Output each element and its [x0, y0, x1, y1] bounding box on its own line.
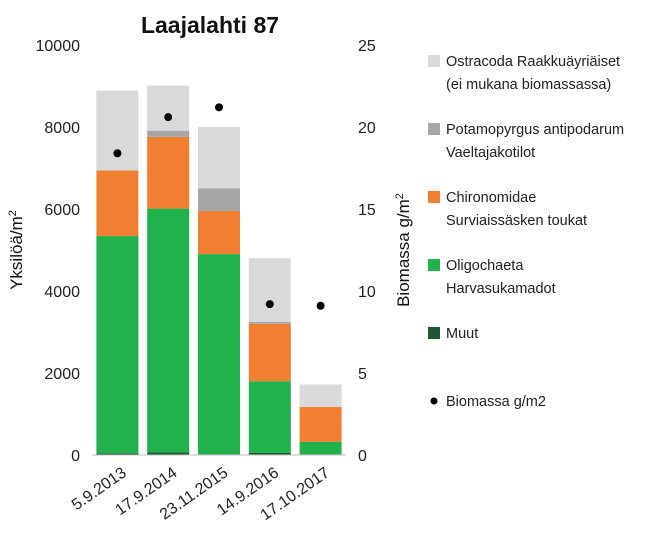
bar-segment [248, 381, 291, 453]
bar-segment [248, 452, 291, 455]
right-tick-label: 20 [358, 120, 376, 137]
bars [96, 85, 342, 455]
legend-swatch [428, 55, 440, 67]
biomass-point [316, 301, 325, 310]
bar-segment [299, 441, 342, 455]
legend-swatch [428, 123, 440, 135]
legend-label: Vaeltajakotilot [446, 145, 535, 161]
left-tick-label: 8000 [44, 120, 80, 137]
left-axis-title: Yksilöä/m2 [7, 210, 26, 290]
right-tick-label: 0 [358, 448, 367, 465]
bar-segment [147, 130, 190, 137]
legend-label: Surviaissäsken toukat [446, 213, 587, 229]
bar-segment [147, 136, 190, 209]
left-tick-label: 2000 [44, 366, 80, 383]
legend-label: Biomassa g/m2 [446, 394, 546, 410]
x-axis-ticks: 5.9.201317.9.201423.11.201514.9.201617.1… [69, 464, 333, 524]
bar-segment [96, 453, 139, 455]
bar-segment [96, 170, 139, 237]
legend-label: Oligochaeta [446, 258, 524, 274]
biomass-point [113, 149, 122, 158]
legend-label: Muut [446, 326, 478, 342]
right-tick-label: 15 [358, 202, 376, 219]
bar-segment [248, 323, 291, 382]
bar-segment [299, 407, 342, 442]
right-axis-ticks: 0 5 10 15 20 25 [358, 38, 376, 465]
bar-segment [299, 384, 342, 408]
legend-swatch [428, 327, 440, 339]
legend-swatch [428, 191, 440, 203]
biomass-points [113, 103, 325, 310]
right-tick-label: 5 [358, 366, 367, 383]
biomass-point [164, 113, 173, 122]
bar-segment [96, 236, 139, 454]
bar-segment [96, 90, 139, 171]
bar-segment [248, 321, 291, 324]
right-axis-title: Biomassa g/m2 [394, 193, 413, 307]
bar-segment [198, 254, 240, 455]
legend-marker [430, 397, 438, 405]
bar-segment [147, 85, 190, 131]
legend: Ostracoda Raakkuäyriäiset (ei mukana biom… [428, 54, 624, 410]
left-axis-ticks: 0 2000 4000 6000 8000 10000 [36, 38, 81, 465]
left-tick-label: 6000 [44, 202, 80, 219]
left-tick-label: 10000 [36, 38, 81, 55]
legend-label: Potamopyrgus antipodarum [446, 122, 624, 138]
biomass-point [265, 300, 274, 309]
left-tick-label: 0 [71, 448, 80, 465]
right-tick-label: 25 [358, 38, 376, 55]
biomass-point [215, 103, 223, 112]
bar-segment [198, 188, 240, 212]
left-tick-label: 4000 [44, 284, 80, 301]
bar-segment [147, 208, 190, 453]
bar-segment [198, 127, 240, 189]
chart-title: Laajalahti 87 [141, 12, 279, 38]
legend-label: (ei mukana biomassassa) [446, 77, 611, 93]
bar-segment [248, 258, 291, 322]
bar-segment [147, 452, 190, 455]
legend-label: Ostracoda Raakkuäyriäiset [446, 54, 620, 70]
right-tick-label: 10 [358, 284, 376, 301]
legend-label: Harvasukamadot [446, 281, 556, 297]
legend-label: Chironomidae [446, 190, 536, 206]
bar-segment [198, 211, 240, 255]
legend-swatch [428, 259, 440, 271]
